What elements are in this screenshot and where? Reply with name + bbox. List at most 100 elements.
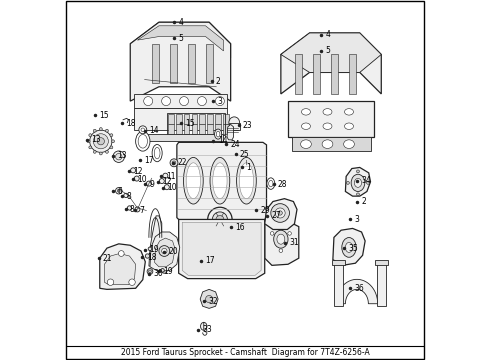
Polygon shape xyxy=(150,232,180,271)
Ellipse shape xyxy=(116,188,122,194)
Ellipse shape xyxy=(89,134,92,136)
Polygon shape xyxy=(345,167,370,196)
Ellipse shape xyxy=(344,109,353,115)
Ellipse shape xyxy=(107,279,114,285)
Polygon shape xyxy=(227,125,234,140)
Bar xyxy=(334,262,343,306)
Text: 10: 10 xyxy=(168,183,177,192)
Polygon shape xyxy=(130,22,231,101)
Polygon shape xyxy=(223,124,229,134)
Ellipse shape xyxy=(152,144,162,162)
Text: 2015 Ford Taurus Sprocket - Camshaft  Diagram for 7T4Z-6256-A: 2015 Ford Taurus Sprocket - Camshaft Dia… xyxy=(121,348,369,357)
Polygon shape xyxy=(192,124,197,134)
Ellipse shape xyxy=(87,140,90,143)
Text: 30: 30 xyxy=(153,269,163,278)
Ellipse shape xyxy=(213,163,227,199)
Polygon shape xyxy=(155,238,175,267)
Ellipse shape xyxy=(134,176,139,181)
Text: 22: 22 xyxy=(177,158,187,167)
Ellipse shape xyxy=(351,174,365,192)
Text: 8: 8 xyxy=(126,192,131,201)
Text: 21: 21 xyxy=(103,254,113,263)
Text: 4: 4 xyxy=(325,30,330,39)
Ellipse shape xyxy=(119,251,124,256)
Polygon shape xyxy=(130,22,231,58)
Text: 33: 33 xyxy=(203,325,213,334)
Text: 15: 15 xyxy=(99,111,109,120)
Ellipse shape xyxy=(172,161,176,165)
Ellipse shape xyxy=(136,131,150,151)
Ellipse shape xyxy=(216,216,224,224)
Ellipse shape xyxy=(301,123,311,130)
Polygon shape xyxy=(134,94,227,108)
Ellipse shape xyxy=(93,129,96,132)
Polygon shape xyxy=(168,124,173,134)
Polygon shape xyxy=(188,44,195,83)
Text: 19: 19 xyxy=(149,246,159,255)
Bar xyxy=(167,113,225,135)
Text: 25: 25 xyxy=(240,150,249,159)
Text: 3: 3 xyxy=(218,96,222,105)
Polygon shape xyxy=(288,101,374,137)
Ellipse shape xyxy=(345,242,353,252)
Bar xyxy=(377,262,386,306)
Polygon shape xyxy=(265,199,297,229)
Ellipse shape xyxy=(93,150,96,153)
Ellipse shape xyxy=(163,173,168,178)
Polygon shape xyxy=(215,114,221,124)
Ellipse shape xyxy=(113,151,124,162)
Ellipse shape xyxy=(231,224,236,228)
Ellipse shape xyxy=(99,128,102,131)
Polygon shape xyxy=(160,237,173,262)
Ellipse shape xyxy=(159,179,164,184)
Ellipse shape xyxy=(357,170,359,173)
Ellipse shape xyxy=(267,178,275,189)
Ellipse shape xyxy=(237,157,256,204)
Ellipse shape xyxy=(162,248,167,254)
Text: 31: 31 xyxy=(290,238,299,247)
Ellipse shape xyxy=(139,126,147,134)
Polygon shape xyxy=(336,279,378,304)
Text: 13: 13 xyxy=(117,151,127,160)
Polygon shape xyxy=(199,114,205,124)
Text: 28: 28 xyxy=(278,180,288,189)
Text: 15: 15 xyxy=(186,119,195,128)
Ellipse shape xyxy=(210,157,230,204)
Polygon shape xyxy=(333,228,365,265)
Text: 14: 14 xyxy=(218,136,227,145)
Polygon shape xyxy=(281,33,381,72)
Ellipse shape xyxy=(322,140,333,148)
Ellipse shape xyxy=(124,193,128,198)
Ellipse shape xyxy=(228,143,233,151)
Text: 19: 19 xyxy=(163,267,173,276)
Text: 5: 5 xyxy=(178,34,183,43)
Ellipse shape xyxy=(275,208,285,218)
Ellipse shape xyxy=(300,140,311,148)
Text: 36: 36 xyxy=(354,284,364,293)
Ellipse shape xyxy=(144,96,153,105)
Polygon shape xyxy=(292,137,370,151)
Ellipse shape xyxy=(141,128,145,132)
Ellipse shape xyxy=(154,147,160,159)
Ellipse shape xyxy=(279,249,283,252)
Text: 13: 13 xyxy=(92,135,101,144)
Polygon shape xyxy=(295,54,302,94)
Polygon shape xyxy=(349,54,356,94)
Ellipse shape xyxy=(269,180,273,187)
Polygon shape xyxy=(176,124,181,134)
Text: 2: 2 xyxy=(216,77,220,86)
Ellipse shape xyxy=(170,159,178,167)
Ellipse shape xyxy=(99,152,102,155)
Ellipse shape xyxy=(205,296,213,303)
Polygon shape xyxy=(199,124,205,134)
Ellipse shape xyxy=(161,269,164,272)
Ellipse shape xyxy=(110,146,113,149)
Ellipse shape xyxy=(323,109,332,115)
Polygon shape xyxy=(223,114,229,124)
Ellipse shape xyxy=(127,206,132,210)
Polygon shape xyxy=(149,216,162,266)
Ellipse shape xyxy=(346,181,349,184)
Polygon shape xyxy=(192,114,197,124)
Ellipse shape xyxy=(197,96,206,105)
Polygon shape xyxy=(205,44,213,83)
